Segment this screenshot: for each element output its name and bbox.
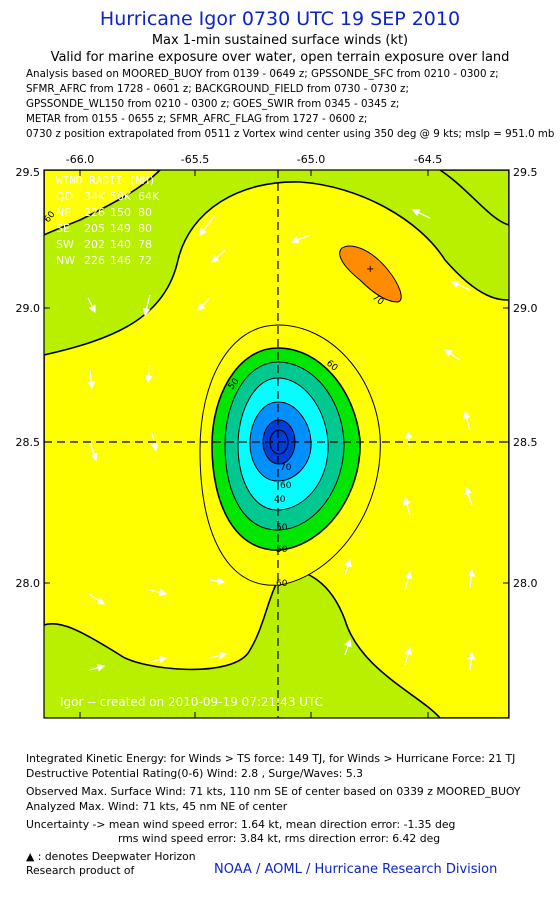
wind-radii-table: WIND RADII (NM) QD 34K 50K 64K NE 226 150 80 SE 2… xyxy=(56,174,160,267)
wind-radii-header-cell: 34K xyxy=(84,190,106,203)
wind-vector xyxy=(209,577,226,585)
uncertainty-rms-line: rms wind speed error: 3.84 kt, rms direc… xyxy=(118,832,441,845)
wind-vector xyxy=(404,570,413,591)
x-tick-label-top: -66.0 xyxy=(66,153,94,166)
y-tick-label-right: 28.5 xyxy=(513,436,538,449)
wind-field-map: + xyxy=(16,153,538,719)
wind-radii-title: WIND RADII (NM) xyxy=(56,174,155,187)
contour-60kt-northwest xyxy=(44,170,162,236)
wind-radii-cell: 80 xyxy=(138,222,152,235)
wind-radii-cell: 149 xyxy=(110,222,131,235)
wind-radii-header-cell: QD xyxy=(56,190,73,203)
wind-radii-cell: 80 xyxy=(138,206,152,219)
analysis-line: Analysis based on MOORED_BUOY from 0139 … xyxy=(26,68,499,80)
wind-vector xyxy=(344,558,352,576)
uncertainty-line: Uncertainty -> mean wind speed error: 1.… xyxy=(26,818,456,831)
observed-max-line: Observed Max. Surface Wind: 71 kts, 110 … xyxy=(26,785,521,798)
analysis-line: METAR from 0155 - 0655 z; SFMR_AFRC_FLAG… xyxy=(26,113,368,125)
wind-vector xyxy=(462,410,471,431)
contour-label: 60 xyxy=(276,579,288,589)
y-tick-label-left: 28.5 xyxy=(16,436,41,449)
y-tick-label-right: 28.0 xyxy=(513,577,538,590)
wind-vector xyxy=(290,234,311,244)
contour-label: 50 xyxy=(276,545,288,555)
wind-vector xyxy=(404,430,413,451)
axis-ticks xyxy=(44,170,509,718)
deepwater-icon: ▲ xyxy=(26,850,35,863)
wind-vector xyxy=(197,297,211,311)
deepwater-legend: ▲ : denotes Deepwater Horizon xyxy=(26,850,196,863)
y-tick-label-left: 28.0 xyxy=(16,577,41,590)
wind-radii-cell: 226 xyxy=(84,254,105,267)
analysis-sources: Analysis based on MOORED_BUOY from 0139 … xyxy=(26,67,554,142)
wind-radii-cell: 78 xyxy=(138,238,152,251)
analysis-line: SFMR_AFRC from 1728 - 0601 z; BACKGROUND… xyxy=(26,83,409,95)
wind-radii-cell: SW xyxy=(56,238,74,251)
y-tick-label-right: 29.5 xyxy=(513,166,538,179)
wind-vector xyxy=(464,486,473,506)
contour-70kt-pocket xyxy=(339,245,402,303)
ike-line: Integrated Kinetic Energy: for Winds > T… xyxy=(26,752,516,765)
wind-vector xyxy=(89,664,106,672)
dpr-line: Destructive Potential Rating(0-6) Wind: … xyxy=(26,767,364,780)
wind-radii-header-cell: 64K xyxy=(138,190,160,203)
wind-radii-cell: NW xyxy=(56,254,75,267)
wind-vector xyxy=(467,651,476,671)
wind-vector xyxy=(443,349,461,361)
y-tick-label-left: 29.5 xyxy=(16,166,41,179)
analysis-line: GPSSONDE_WL150 from 0210 - 0300 z; GOES_… xyxy=(26,98,400,110)
analyzed-max-marker: + xyxy=(366,264,374,275)
plot-frame xyxy=(43,169,510,719)
contour-label: 50 xyxy=(276,523,288,533)
plot-area: + xyxy=(44,170,509,718)
wind-radii-cell: 202 xyxy=(84,238,105,251)
analyzed-max-line: Analyzed Max. Wind: 71 kts, 45 nm NE of … xyxy=(26,800,288,813)
wind-vector xyxy=(344,638,352,656)
wind-vectors xyxy=(87,209,476,672)
credit-link: NOAA / AOML / Hurricane Research Divisio… xyxy=(214,862,498,877)
wind-radii-cell: SE xyxy=(56,222,70,235)
axis-labels: -66.0 -65.5 -65.0 -64.5 -66.0 -65.5 -65.… xyxy=(16,153,538,590)
wind-vector xyxy=(450,281,471,291)
contour-label: 60 xyxy=(280,481,292,491)
wind-vector xyxy=(149,588,168,597)
wind-vector xyxy=(199,214,216,237)
wind-vector xyxy=(211,249,226,263)
wind-radii-cell: 140 xyxy=(110,238,131,251)
y-tick-label-left: 29.0 xyxy=(16,302,41,315)
wind-radii-cell: 226 xyxy=(84,206,105,219)
wind-radii-cell: 205 xyxy=(84,222,105,235)
created-watermark: Igor -- created on 2010-09-19 07:21:43 U… xyxy=(60,695,323,709)
deepwater-label: : denotes Deepwater Horizon xyxy=(37,850,196,863)
wind-radii-header-cell: 50K xyxy=(110,190,132,203)
wind-vector xyxy=(87,369,96,390)
wind-radii-cell: NE xyxy=(56,206,71,219)
analysis-line: 0730 z position extrapolated from 0511 z… xyxy=(26,128,555,140)
wind-vector xyxy=(144,364,153,384)
wind-vector xyxy=(404,646,412,666)
wind-vector xyxy=(88,593,106,605)
x-tick-label-top: -65.0 xyxy=(297,153,325,166)
research-label: Research product of xyxy=(26,864,135,877)
wind-radii-cell: 150 xyxy=(110,206,131,219)
map-subtitle: Max 1-min sustained surface winds (kt) xyxy=(151,33,409,48)
wind-vector xyxy=(209,651,228,660)
wind-radii-cell: 72 xyxy=(138,254,152,267)
wind-vector xyxy=(149,655,168,664)
wind-vector xyxy=(403,496,411,516)
x-tick-label-top: -64.5 xyxy=(414,153,442,166)
wind-vector xyxy=(467,568,476,589)
wind-vector xyxy=(89,441,98,462)
contour-label: 40 xyxy=(274,495,286,505)
wind-vector xyxy=(142,294,151,317)
wind-radii-cell: 146 xyxy=(110,254,131,267)
map-title: Hurricane Igor 0730 UTC 19 SEP 2010 xyxy=(99,8,461,30)
wind-vector xyxy=(411,209,431,219)
x-tick-label-top: -65.5 xyxy=(181,153,209,166)
wind-vector xyxy=(87,297,96,314)
validity-note: Valid for marine exposure over water, op… xyxy=(50,50,510,65)
contour-label: 70 xyxy=(280,463,292,473)
y-tick-label-right: 29.0 xyxy=(513,302,538,315)
